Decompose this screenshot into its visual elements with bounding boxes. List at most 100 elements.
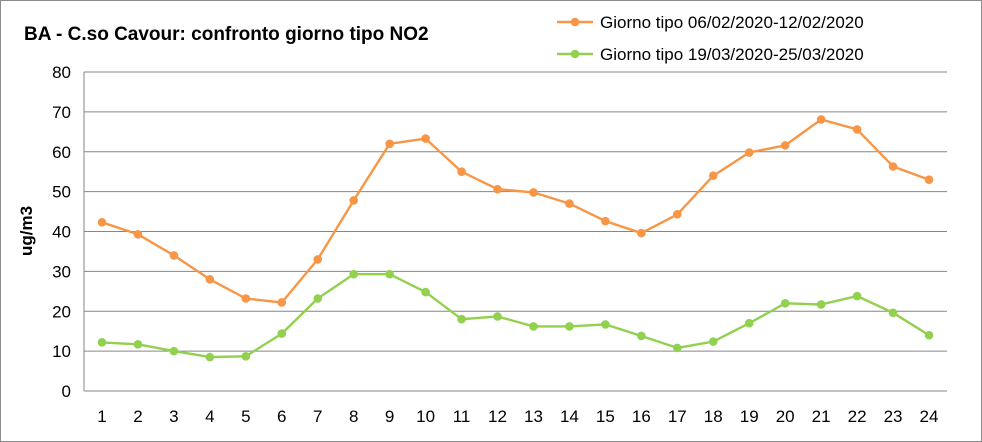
data-point <box>924 175 934 184</box>
data-point <box>349 269 358 279</box>
data-point <box>421 287 430 297</box>
x-tick-label: 9 <box>385 407 394 426</box>
data-point <box>169 346 179 356</box>
data-point <box>241 294 251 303</box>
data-point <box>924 330 934 340</box>
x-tick-label: 21 <box>812 407 831 426</box>
data-point <box>780 298 790 308</box>
x-tick-label: 19 <box>740 407 759 426</box>
data-point <box>852 291 862 301</box>
data-point <box>349 196 358 205</box>
x-tick-label: 4 <box>205 407 214 426</box>
data-point <box>708 337 718 346</box>
data-point <box>241 352 251 361</box>
legend-entry-2: Giorno tipo 19/03/2020-25/03/2020 <box>557 45 864 64</box>
legend-marker <box>570 17 580 27</box>
series-line <box>101 273 930 359</box>
x-tick-label: 13 <box>524 407 543 426</box>
legend-entry-1: Giorno tipo 06/02/2020-12/02/2020 <box>557 13 864 32</box>
legend-label: Giorno tipo 19/03/2020-25/03/2020 <box>600 45 864 64</box>
x-tick-label: 6 <box>277 407 286 426</box>
x-tick-label: 22 <box>848 407 867 426</box>
data-point <box>816 115 826 124</box>
data-point <box>457 314 466 324</box>
data-point <box>816 300 826 309</box>
gridlines <box>84 71 947 352</box>
data-point <box>97 218 107 227</box>
data-point <box>313 294 323 303</box>
x-tick-label: 2 <box>133 407 142 426</box>
data-point <box>744 148 754 157</box>
data-point <box>457 167 466 176</box>
x-tick-label: 1 <box>97 407 106 426</box>
y-tick-label: 0 <box>62 382 71 401</box>
data-point <box>493 312 502 321</box>
chart-title: BA - C.so Cavour: confronto giorno tipo … <box>24 24 429 45</box>
x-tick-label: 24 <box>920 407 939 426</box>
y-tick-label: 80 <box>52 63 71 82</box>
data-point <box>133 229 143 239</box>
data-point <box>744 318 754 328</box>
data-point <box>529 188 538 197</box>
data-point <box>493 184 502 194</box>
data-point <box>205 352 215 362</box>
legend: Giorno tipo 06/02/2020-12/02/2020 Giorno … <box>557 13 864 64</box>
y-axis-title: ug/m3 <box>17 206 36 256</box>
series <box>97 115 934 362</box>
y-tick-label: 40 <box>52 223 71 242</box>
data-point <box>565 322 574 331</box>
x-tick-label: 11 <box>453 407 471 426</box>
data-point <box>708 171 718 180</box>
data-point <box>852 125 862 134</box>
legend-label: Giorno tipo 06/02/2020-12/02/2020 <box>600 13 864 32</box>
axes <box>83 72 947 392</box>
data-point <box>673 343 682 353</box>
x-tick-label: 8 <box>349 407 358 426</box>
data-point <box>169 251 179 260</box>
y-tick-label: 50 <box>52 183 71 202</box>
x-tick-label: 5 <box>241 407 250 426</box>
y-tick-label: 10 <box>52 342 71 361</box>
x-tick-label: 20 <box>776 407 795 426</box>
data-point <box>313 255 323 264</box>
data-point <box>277 298 287 307</box>
x-tick-label: 23 <box>884 407 903 426</box>
y-tick-label: 20 <box>52 302 71 321</box>
data-point <box>421 134 430 143</box>
y-tick-label: 60 <box>52 143 71 162</box>
series-1 <box>97 115 934 307</box>
data-point <box>601 320 610 329</box>
data-point <box>888 162 898 171</box>
x-tick-label: 10 <box>416 407 435 426</box>
x-tick-label: 7 <box>313 407 322 426</box>
data-point <box>601 216 610 226</box>
y-tick-label: 70 <box>52 103 71 122</box>
data-point <box>529 322 538 331</box>
data-point <box>637 331 646 341</box>
x-tick-label: 15 <box>596 407 615 426</box>
data-point <box>97 338 107 347</box>
data-point <box>385 269 394 279</box>
series-2 <box>97 269 934 362</box>
data-point <box>888 308 898 318</box>
data-point <box>133 340 143 349</box>
x-tick-label: 12 <box>488 407 507 426</box>
data-point <box>673 210 682 219</box>
data-point <box>385 139 394 149</box>
data-point <box>780 141 790 150</box>
y-tick-label: 30 <box>52 262 71 281</box>
x-tick-label: 3 <box>169 407 178 426</box>
data-point <box>277 329 287 338</box>
data-point <box>637 228 646 238</box>
x-tick-label: 18 <box>704 407 723 426</box>
data-point <box>205 275 215 284</box>
series-line <box>101 118 930 304</box>
legend-marker <box>570 49 580 59</box>
x-tick-label: 17 <box>668 407 687 426</box>
x-tick-label: 16 <box>632 407 651 426</box>
data-point <box>565 199 574 208</box>
x-tick-label: 14 <box>560 407 579 426</box>
